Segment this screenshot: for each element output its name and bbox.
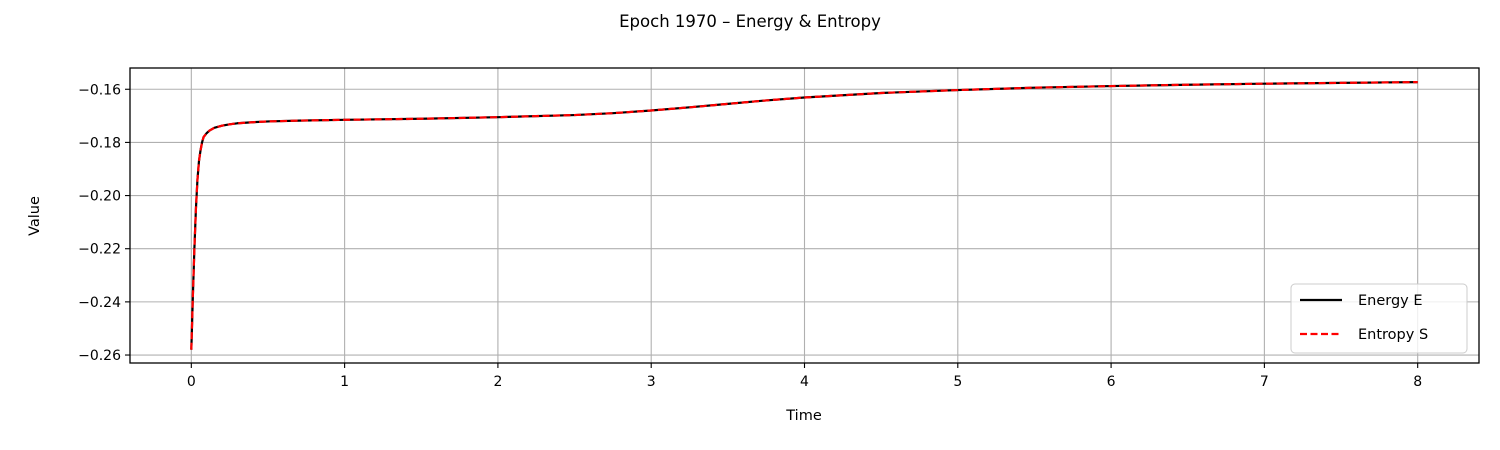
y-tick-label: −0.18 <box>78 135 121 151</box>
chart-title: Epoch 1970 – Energy & Entropy <box>619 12 881 31</box>
x-tick-label: 8 <box>1413 374 1422 390</box>
y-tick-label: −0.24 <box>78 295 121 311</box>
y-axis-label: Value <box>27 196 43 236</box>
x-tick-label: 0 <box>187 374 196 390</box>
x-tick-label: 3 <box>647 374 656 390</box>
x-tick-label: 7 <box>1260 374 1269 390</box>
x-tick-label: 2 <box>493 374 502 390</box>
legend-energy-label: Energy E <box>1358 293 1423 309</box>
legend-box <box>1290 283 1468 354</box>
y-tick-label: −0.22 <box>78 242 121 258</box>
legend-entropy-label: Entropy S <box>1358 327 1428 343</box>
legend: Energy E Entropy S <box>1290 283 1468 354</box>
x-axis-label: Time <box>785 408 822 424</box>
grid <box>130 68 1479 363</box>
y-tick-label: −0.20 <box>78 189 121 205</box>
x-tick-label: 4 <box>800 374 809 390</box>
x-tick-label: 1 <box>340 374 349 390</box>
y-tick-label: −0.26 <box>78 348 121 364</box>
energy-series-line <box>190 80 1418 350</box>
y-ticks: −0.26 −0.24 −0.22 −0.20 −0.18 −0.16 <box>78 82 130 364</box>
x-ticks: 0 1 2 3 4 5 6 7 8 <box>187 363 1422 390</box>
x-tick-label: 5 <box>953 374 962 390</box>
y-tick-label: −0.16 <box>78 82 121 98</box>
x-tick-label: 6 <box>1107 374 1116 390</box>
series-lines <box>190 80 1418 350</box>
